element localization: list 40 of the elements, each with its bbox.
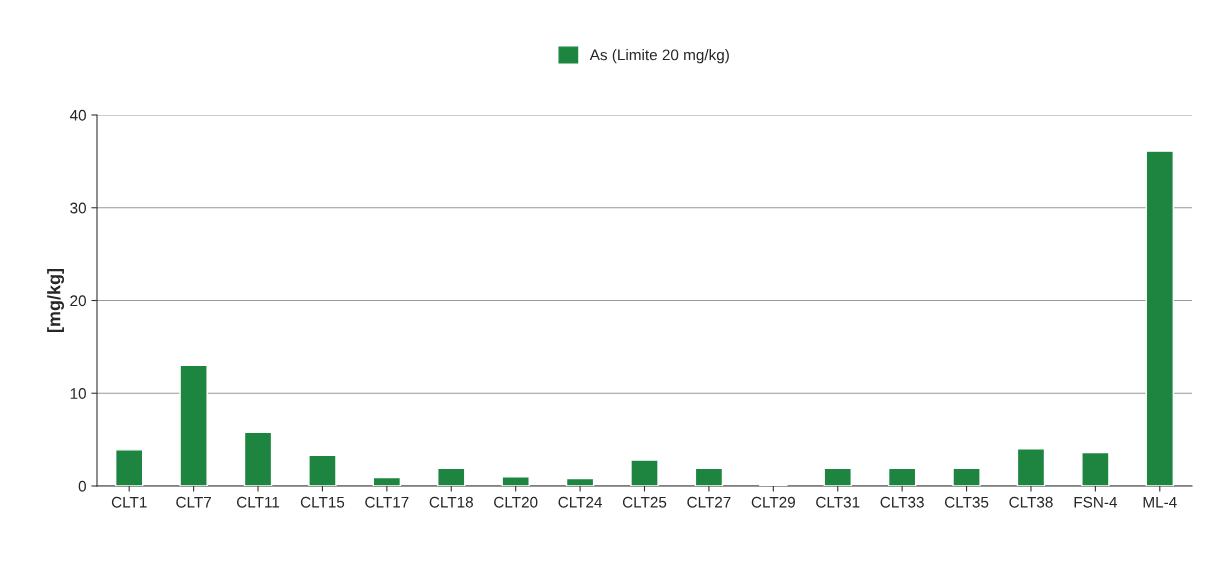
x-tick-label: CLT11 [237,496,280,508]
x-tick-label: CLT31 [816,496,860,508]
x-tick-label: CLT25 [622,496,667,508]
x-tick-label: CLT33 [880,496,924,508]
x-tick-label: CLT27 [687,496,731,508]
bar [1016,448,1046,486]
bar [630,459,659,486]
y-tick-label: 0 [78,480,86,492]
x-tick-label: CLT35 [944,496,989,508]
bar [1081,451,1110,486]
x-tick-label: CLT15 [300,496,345,508]
bar [501,476,530,486]
bar [179,364,208,486]
y-tick-label: 10 [70,388,86,399]
bar [114,449,144,486]
x-tick-label: CLT1 [111,496,147,508]
bar [372,476,402,486]
x-tick-label: CLT29 [751,496,795,508]
y-tick-label: 40 [69,109,86,121]
x-tick-label: CLT7 [176,496,211,508]
x-tick-label: CLT17 [365,496,409,508]
bar [308,454,337,486]
bar [952,467,981,486]
bar [437,467,466,486]
x-tick-label: CLT38 [1009,496,1053,508]
bar [694,467,724,486]
bar [887,467,917,486]
y-tick-label: 20 [70,295,86,307]
x-tick-label: CLT18 [429,496,473,508]
bar [243,431,273,486]
x-tick-label: FSN-4 [1074,496,1118,508]
bar [1145,150,1175,486]
bar [565,477,595,486]
x-tick-label: CLT24 [558,496,603,508]
y-axis-title: [mg/kg] [47,268,65,333]
x-tick-label: ML-4 [1143,496,1177,508]
y-tick-label: 30 [70,202,86,214]
bar [823,467,852,486]
x-tick-label: CLT20 [494,496,538,508]
legend-label: As (Limite 20 mg/kg) [589,49,729,64]
